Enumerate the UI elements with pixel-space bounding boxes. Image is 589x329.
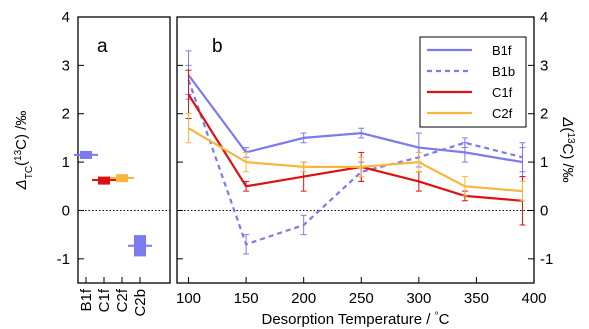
legend-label-C2f: C2f: [492, 106, 513, 121]
panel-b-ytick-label: -1: [540, 251, 553, 268]
panel-b-xtick-label: 250: [349, 290, 374, 307]
panel-b-label: b: [212, 36, 223, 57]
panel-a-ytick-label: 3: [62, 57, 70, 74]
panel-b: b -1 0 1 2 3 4 100 150 200 250 300 350 400 B1f B1b C1…: [176, 9, 553, 307]
panel-b-ytick-label: 3: [540, 57, 548, 74]
panel-b-frame: [176, 16, 535, 284]
panel-a-ytick-label: 4: [62, 9, 70, 26]
panel-a-ytick-label: -1: [57, 251, 70, 268]
panel-b-xtick-label: 150: [234, 290, 259, 307]
panel-b-ytick-label: 0: [540, 202, 548, 219]
panel-a-point-B1f: [80, 150, 92, 159]
panel-b-xtick-label: 100: [176, 290, 201, 307]
panel-b-ytick-label: 1: [540, 154, 548, 171]
panel-a-xtick-label: C2b: [132, 289, 149, 317]
panel-a-point-C2f: [116, 174, 128, 183]
panel-b-ytick-label: 4: [540, 9, 548, 26]
panel-a: a -1 0 1 2 3 4 B1f C1f C2f C2b: [57, 9, 171, 317]
panel-a-ytick-label: 2: [62, 106, 70, 123]
panel-b-ytick-label: 2: [540, 106, 548, 123]
panel-a-xtick-label: C2f: [114, 288, 131, 312]
legend-label-C1f: C1f: [492, 85, 513, 100]
panel-b-xtick-label: 350: [464, 290, 489, 307]
left-y-axis-title: ΔTC(13C) /‰: [13, 111, 35, 191]
panel-a-frame: [77, 16, 171, 284]
panel-a-ytick-label: 1: [62, 154, 70, 171]
legend-label-B1b: B1b: [492, 64, 515, 79]
panel-a-point-C1f: [98, 176, 110, 185]
panel-a-point-C2b: [134, 235, 146, 257]
series-line-C2f: [187, 127, 523, 193]
legend-label-B1f: B1f: [492, 43, 512, 58]
series-line-B1b: [187, 79, 523, 246]
series-C2f: [185, 113, 526, 202]
x-axis-title: Desorption Temperature / °C: [262, 311, 450, 329]
panel-a-xtick-label: C1f: [96, 288, 113, 312]
panel-a-xtick-label: B1f: [78, 288, 95, 311]
panel-b-xtick-label: 200: [291, 290, 316, 307]
panel-b-xtick-label: 300: [406, 290, 431, 307]
panel-b-xtick-label: 400: [521, 290, 546, 307]
panel-a-label: a: [97, 36, 108, 57]
panel-a-ytick-label: 0: [62, 202, 70, 219]
right-y-axis-title: Δ(13C) /‰: [559, 116, 577, 182]
